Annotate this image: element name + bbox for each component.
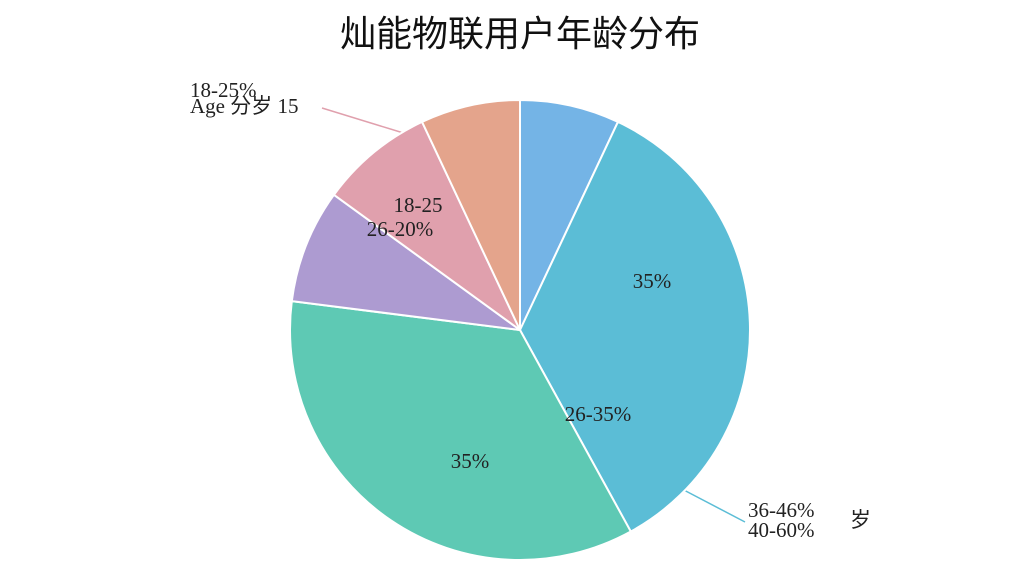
annotation: 18-25% xyxy=(190,78,257,102)
chart-title: 灿能物联用户年龄分布 xyxy=(340,14,700,55)
annotation: 岁 xyxy=(850,508,871,532)
annotation: 35% xyxy=(633,269,672,293)
leader-line xyxy=(679,487,746,523)
annotation: 18-25 xyxy=(394,193,443,217)
annotation: 40-60% xyxy=(748,518,815,542)
annotation: Age 分岁 15 xyxy=(190,94,299,118)
leader-line xyxy=(321,107,411,136)
annotation: 26-20% xyxy=(367,217,434,241)
pie-slice xyxy=(420,98,521,331)
annotation: 35% xyxy=(451,449,490,473)
pie-slice xyxy=(289,300,633,561)
pie-slice xyxy=(332,120,521,331)
pie-slice xyxy=(290,193,521,331)
annotation: 26-35% xyxy=(565,402,632,426)
annotation: 36-46% xyxy=(748,498,815,522)
pie-slice xyxy=(518,120,751,533)
pie-slice xyxy=(519,98,620,331)
